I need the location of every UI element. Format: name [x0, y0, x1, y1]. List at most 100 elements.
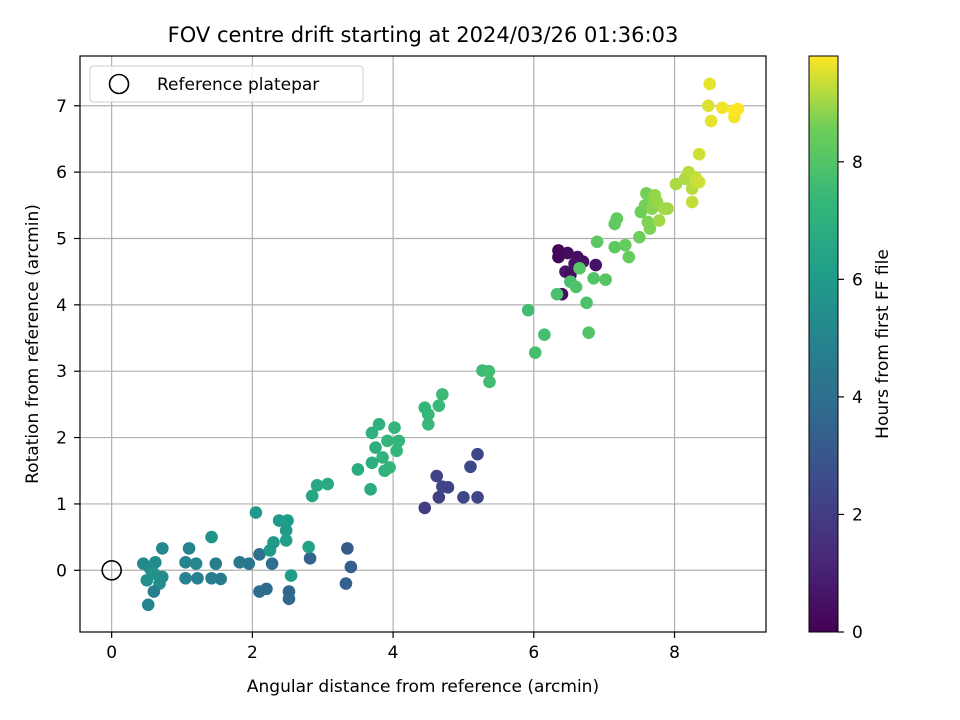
data-point	[633, 230, 646, 244]
y-tick-label: 5	[56, 229, 67, 249]
plot-area-frame	[79, 55, 767, 633]
data-point	[582, 326, 595, 340]
data-point	[279, 524, 293, 537]
data-point	[281, 514, 294, 527]
data-point	[652, 214, 666, 227]
colorbar-ticks: 0 2 4 6 8	[838, 153, 863, 643]
data-point	[702, 99, 715, 113]
colorbar-label: Hours from first FF file	[873, 249, 893, 439]
data-point	[704, 114, 718, 128]
colorbar-tick-label: 4	[852, 388, 863, 408]
data-point	[590, 235, 604, 249]
data-point	[421, 408, 435, 421]
data-point	[573, 262, 586, 275]
y-tick-label: 3	[56, 362, 67, 382]
data-point	[302, 540, 315, 554]
data-point	[388, 421, 401, 434]
data-point	[618, 238, 632, 252]
data-point	[369, 441, 382, 454]
data-point	[233, 556, 247, 569]
data-point	[365, 426, 379, 440]
data-point	[457, 490, 470, 504]
grid-lines	[80, 56, 766, 632]
data-point	[344, 560, 358, 574]
data-point	[372, 417, 386, 431]
data-point	[685, 195, 699, 209]
data-point	[521, 303, 535, 317]
data-point	[179, 571, 192, 585]
data-point	[179, 556, 192, 569]
data-point	[191, 571, 204, 585]
data-point	[392, 434, 406, 448]
colorbar-tick-label: 2	[852, 505, 863, 525]
colorbar-tick-label: 0	[852, 623, 863, 643]
data-point	[550, 287, 564, 301]
data-point	[390, 444, 403, 458]
data-point	[608, 240, 622, 254]
data-point	[249, 506, 263, 519]
data-point	[482, 364, 496, 378]
data-point	[436, 388, 449, 401]
y-tick-label: 1	[56, 495, 67, 515]
data-point	[661, 202, 674, 215]
colorbar-tick-label: 8	[852, 153, 863, 173]
y-axis-ticks: 0 1 2 3 4 5 6 7	[56, 97, 80, 581]
data-point	[147, 585, 161, 598]
data-point	[205, 530, 218, 544]
x-tick-label: 8	[669, 643, 680, 663]
legend-box	[89, 65, 364, 103]
data-point	[383, 461, 396, 474]
y-tick-label: 6	[56, 163, 67, 183]
data-point	[253, 585, 266, 598]
legend: Reference platepar	[89, 65, 364, 103]
data-point	[599, 273, 612, 286]
data-point	[731, 102, 745, 116]
data-point	[147, 567, 161, 580]
data-point	[441, 481, 455, 494]
data-points	[137, 77, 745, 612]
data-point	[205, 571, 218, 585]
colorbar-gradient	[808, 55, 839, 633]
data-point	[587, 272, 600, 285]
data-point	[381, 434, 394, 448]
data-point	[580, 296, 593, 310]
data-point	[569, 280, 583, 294]
data-point	[376, 451, 389, 464]
data-point	[430, 469, 444, 483]
data-point	[182, 542, 196, 555]
y-axis-label: Rotation from reference (arcmin)	[23, 204, 43, 484]
data-point	[209, 557, 223, 570]
data-point	[265, 557, 279, 570]
y-tick-label: 2	[56, 429, 67, 449]
data-point	[341, 542, 354, 555]
data-point	[716, 101, 729, 115]
data-point	[471, 447, 484, 461]
y-tick-label: 4	[56, 296, 67, 316]
data-point	[643, 222, 657, 235]
data-point	[483, 375, 496, 389]
data-point	[364, 483, 377, 496]
data-point	[589, 258, 603, 272]
data-point	[321, 477, 334, 491]
data-point	[282, 592, 296, 606]
x-tick-label: 6	[528, 643, 539, 663]
data-point	[432, 399, 446, 413]
data-point	[528, 346, 542, 359]
data-point	[432, 490, 446, 504]
data-point	[561, 246, 574, 260]
legend-entry-reference: Reference platepar	[157, 75, 319, 95]
x-axis-label: Angular distance from reference (arcmin)	[247, 677, 599, 697]
data-point	[189, 557, 203, 570]
data-point	[692, 147, 706, 161]
colorbar: 0 2 4 6 8 Hours from first FF file	[808, 55, 893, 643]
reference-point-marker	[101, 559, 122, 581]
data-point	[464, 460, 477, 474]
legend-marker-icon	[108, 73, 130, 95]
x-axis-ticks: 0 2 4 6 8	[106, 632, 680, 663]
data-point	[471, 490, 484, 504]
data-point	[669, 177, 683, 191]
data-point	[418, 501, 432, 515]
data-point	[351, 463, 365, 476]
y-tick-label: 0	[56, 561, 67, 581]
